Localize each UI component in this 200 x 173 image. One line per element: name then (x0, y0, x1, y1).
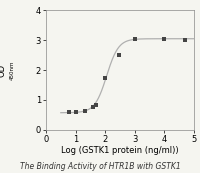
Text: OD: OD (0, 63, 6, 77)
Point (95, 104, 98, 106)
Text: 450nm: 450nm (10, 60, 15, 80)
Point (183, 39, 187, 42)
X-axis label: Log (GSTK1 protein (ng/ml)): Log (GSTK1 protein (ng/ml)) (61, 146, 179, 155)
Text: The Binding Activity of HTR1B with GSTK1: The Binding Activity of HTR1B with GSTK1 (20, 162, 180, 171)
Point (133, 37, 136, 40)
Point (163, 38, 166, 41)
Point (92, 106, 95, 109)
Point (83, 110, 86, 113)
Point (74, 111, 77, 114)
Point (118, 54, 121, 57)
Point (67, 111, 71, 114)
Point (104, 76, 107, 79)
